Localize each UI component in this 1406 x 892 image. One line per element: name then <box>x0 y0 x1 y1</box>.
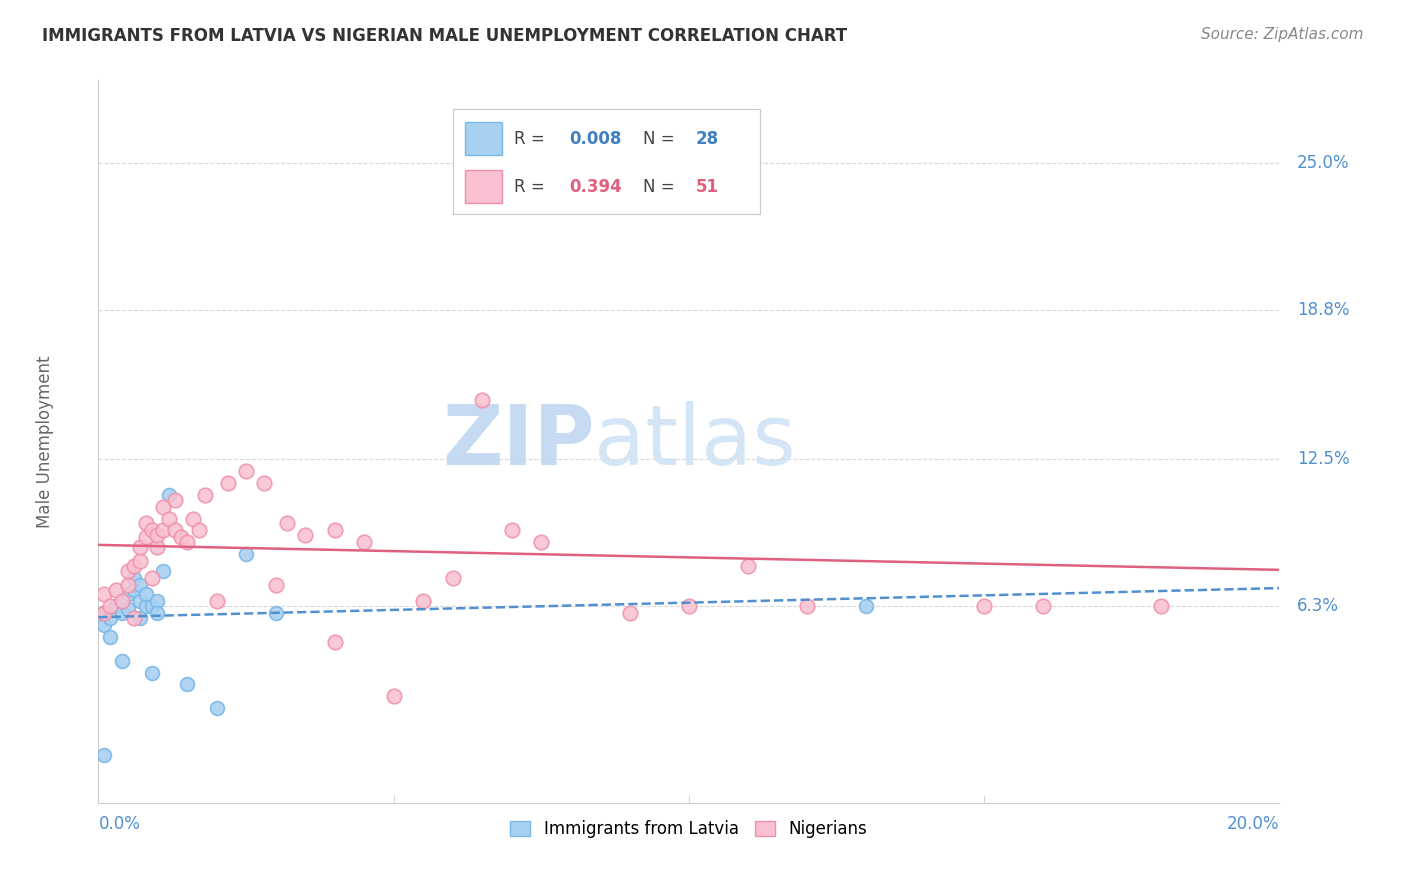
Point <box>205 701 228 715</box>
Point <box>111 607 134 621</box>
Point <box>98 630 121 644</box>
Point <box>264 607 287 621</box>
Point <box>141 571 163 585</box>
Point <box>152 500 174 514</box>
Point <box>235 464 257 478</box>
Point <box>128 611 150 625</box>
Point <box>176 535 198 549</box>
Legend: Immigrants from Latvia, Nigerians: Immigrants from Latvia, Nigerians <box>503 814 875 845</box>
Point <box>122 558 145 573</box>
Point <box>471 393 494 408</box>
Point <box>141 599 163 614</box>
Point <box>501 524 523 538</box>
Point <box>276 516 298 531</box>
Text: 0.0%: 0.0% <box>98 814 141 832</box>
Point <box>93 748 115 763</box>
Text: atlas: atlas <box>595 401 796 482</box>
Point <box>294 528 316 542</box>
Point <box>441 571 464 585</box>
Text: IMMIGRANTS FROM LATVIA VS NIGERIAN MALE UNEMPLOYMENT CORRELATION CHART: IMMIGRANTS FROM LATVIA VS NIGERIAN MALE … <box>42 27 848 45</box>
Point <box>146 594 169 608</box>
Point <box>382 689 405 703</box>
Point <box>530 535 553 549</box>
Point <box>122 571 145 585</box>
Point <box>235 547 257 561</box>
Point <box>117 601 139 615</box>
Point <box>117 578 139 592</box>
Point <box>122 582 145 597</box>
Point <box>1150 599 1173 614</box>
Point <box>796 599 818 614</box>
Point <box>105 582 128 597</box>
Point <box>973 599 995 614</box>
Point <box>560 156 582 170</box>
Point <box>152 524 174 538</box>
Point <box>264 578 287 592</box>
Point <box>194 488 217 502</box>
Point <box>128 578 150 592</box>
Point <box>1032 599 1054 614</box>
Point <box>855 599 877 614</box>
Point <box>128 540 150 554</box>
Point <box>157 488 180 502</box>
Point <box>98 611 121 625</box>
Point <box>128 594 150 608</box>
Point <box>111 654 134 668</box>
Point <box>170 531 193 545</box>
Text: Male Unemployment: Male Unemployment <box>37 355 55 528</box>
Point <box>205 594 228 608</box>
Point <box>323 524 346 538</box>
Point <box>187 524 209 538</box>
Point <box>141 524 163 538</box>
Text: 25.0%: 25.0% <box>1298 154 1350 172</box>
Text: 18.8%: 18.8% <box>1298 301 1350 319</box>
Point <box>146 528 169 542</box>
Point <box>181 511 204 525</box>
Text: 6.3%: 6.3% <box>1298 597 1339 615</box>
Point <box>146 540 169 554</box>
Point <box>353 535 375 549</box>
Point <box>165 524 187 538</box>
Point <box>93 618 115 632</box>
Point <box>165 492 187 507</box>
Point <box>217 475 239 490</box>
Point <box>412 594 434 608</box>
Text: 12.5%: 12.5% <box>1298 450 1350 468</box>
Point <box>157 511 180 525</box>
Point <box>128 554 150 568</box>
Point <box>135 599 157 614</box>
Point <box>141 665 163 680</box>
Point <box>105 599 128 614</box>
Point <box>176 677 198 691</box>
Text: 20.0%: 20.0% <box>1227 814 1279 832</box>
Point <box>135 531 157 545</box>
Text: ZIP: ZIP <box>441 401 595 482</box>
Point <box>135 587 157 601</box>
Point <box>122 611 145 625</box>
Point <box>737 558 759 573</box>
Point <box>146 607 169 621</box>
Point <box>152 564 174 578</box>
Point <box>323 634 346 648</box>
Point <box>93 607 115 621</box>
Point <box>111 594 134 608</box>
Point <box>93 607 115 621</box>
Point <box>93 587 115 601</box>
Point <box>135 516 157 531</box>
Point <box>117 564 139 578</box>
Point <box>117 587 139 601</box>
Point <box>678 599 700 614</box>
Point <box>98 599 121 614</box>
Point <box>619 607 641 621</box>
Text: Source: ZipAtlas.com: Source: ZipAtlas.com <box>1201 27 1364 42</box>
Point <box>253 475 276 490</box>
